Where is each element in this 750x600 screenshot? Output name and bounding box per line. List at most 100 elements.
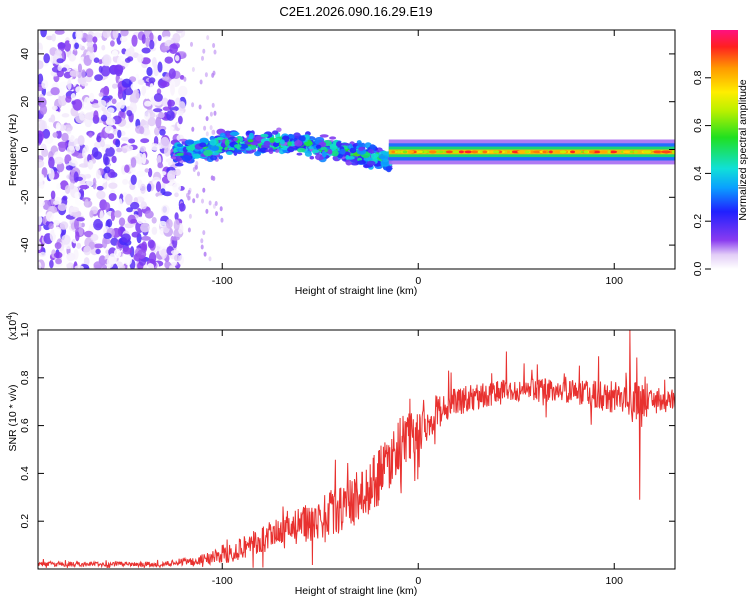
heatmap-noise-blob <box>171 236 180 241</box>
heatmap-noise-blob <box>104 125 114 134</box>
heatmap-signal-cell <box>226 151 233 156</box>
heatmap-noise-blob <box>54 251 63 259</box>
heatmap-carrier-peak <box>458 150 464 154</box>
heatmap-noise-blob <box>124 50 132 57</box>
heatmap-noise-blob <box>89 92 95 102</box>
heatmap-noise-blob <box>61 67 67 72</box>
heatmap-signal-cell <box>184 139 195 145</box>
heatmap-noise-blob <box>175 30 184 34</box>
heatmap-noise-blob <box>165 158 173 163</box>
heatmap-signal-cell <box>274 137 281 144</box>
heatmap-noise-blob <box>50 114 56 123</box>
heatmap-noise-blob <box>79 184 90 190</box>
heatmap-noise-blob <box>54 226 62 236</box>
heatmap-signal-cell <box>304 151 312 157</box>
heatmap-noise-blob <box>93 243 104 249</box>
heatmap-signal-cell <box>234 144 242 149</box>
heatmap-noise-blob <box>38 159 45 168</box>
colorbar-tick-label: 0.6 <box>692 118 704 133</box>
heatmap-noise-blob <box>168 68 176 80</box>
y-tick-label: -40 <box>19 237 31 252</box>
heatmap-noise-blob <box>162 62 171 73</box>
heatmap-noise-blob <box>56 162 65 173</box>
heatmap-carrier-peak <box>570 150 576 154</box>
heatmap-noise-blob <box>122 178 129 185</box>
heatmap-noise-blob <box>146 183 152 192</box>
heatmap-noise-blob <box>43 53 50 64</box>
heatmap-noise-blob <box>58 85 65 97</box>
heatmap-signal-cell <box>269 137 275 143</box>
heatmap-noise-blob <box>93 218 103 231</box>
heatmap-noise-blob <box>68 196 73 201</box>
heatmap-noise-blob <box>119 99 126 109</box>
heatmap-noise-blob <box>161 204 170 216</box>
heatmap-noise-blob <box>104 202 111 212</box>
heatmap-noise-blob <box>157 61 163 73</box>
heatmap-noise-blob <box>211 102 215 108</box>
heatmap-noise-blob <box>67 79 72 91</box>
heatmap-noise-blob <box>153 244 162 252</box>
heatmap-noise-blob <box>84 75 93 83</box>
heatmap-noise-blob <box>140 138 150 144</box>
heatmap-noise-blob <box>131 231 140 238</box>
y-tick-label: 1.0 <box>19 323 31 338</box>
heatmap-noise-blob <box>128 138 136 144</box>
heatmap-signal-cell <box>259 147 268 153</box>
heatmap-noise-blob <box>38 214 43 226</box>
heatmap-noise-blob <box>61 234 71 245</box>
heatmap-noise-blob <box>140 183 146 194</box>
snr-axes: -100 0 100 0.2 0.4 0.6 0.8 1.0 <box>19 323 675 587</box>
heatmap-noise-blob <box>219 206 223 212</box>
heatmap-noise-blob <box>40 30 47 38</box>
heatmap-carrier-peak <box>661 150 670 154</box>
heatmap-carrier-peak <box>672 150 675 154</box>
x-tick-label: 100 <box>605 275 623 287</box>
heatmap-signal-cell <box>250 142 258 146</box>
heatmap-noise-blob <box>120 35 128 43</box>
heatmap-carrier-peak <box>633 150 638 154</box>
heatmap-noise-blob <box>92 36 98 43</box>
heatmap-noise-blob <box>84 230 94 238</box>
heatmap-signal-cell <box>369 144 376 151</box>
heatmap-noise-blob <box>38 224 42 232</box>
heatmap-noise-blob <box>94 74 103 81</box>
heatmap-noise-blob <box>161 97 169 107</box>
heatmap-noise-blob <box>56 183 61 190</box>
heatmap-noise-blob <box>44 40 53 48</box>
heatmap-signal-cell <box>289 134 295 139</box>
snr-panel: -100 0 100 0.2 0.4 0.6 0.8 1.0 Height of straig… <box>5 312 676 597</box>
heatmap-noise-blob <box>170 250 180 255</box>
colorbar-gradient <box>711 30 738 269</box>
y-tick-label: 0.6 <box>19 418 31 433</box>
heatmap-signal-cell <box>276 127 282 133</box>
heatmap-noise-blob <box>169 105 179 112</box>
heatmap-noise-blob <box>102 236 108 249</box>
heatmap-noise-blob <box>123 88 133 96</box>
heatmap-carrier-peak <box>574 150 582 154</box>
heatmap-noise-blob <box>214 201 218 206</box>
heatmap-noise-blob <box>137 249 147 259</box>
heatmap-noise-blob <box>212 43 216 48</box>
heatmap-noise-blob <box>204 72 208 78</box>
heatmap-signal-cell <box>234 149 242 153</box>
heatmap-noise-blob <box>48 223 54 230</box>
heatmap-noise-blob <box>124 255 132 266</box>
heatmap-noise-blob <box>159 220 167 226</box>
heatmap-signal-cell <box>238 143 249 149</box>
snr-x-axis-label: Height of straight line (km) <box>295 585 418 597</box>
heatmap-noise-blob <box>99 210 104 222</box>
heatmap-carrier-peak <box>424 150 428 154</box>
heatmap-noise-blob <box>103 153 108 165</box>
heatmap-carrier-peak <box>488 150 495 154</box>
heatmap-signal-cell <box>315 144 322 149</box>
heatmap-noise-blob <box>122 247 132 255</box>
heatmap-noise-blob <box>178 115 183 125</box>
heatmap-noise-blob <box>161 45 170 51</box>
heatmap-noise-blob <box>209 111 213 117</box>
heatmap-noise-blob <box>118 198 123 211</box>
heatmap-signal-cell <box>329 136 337 140</box>
heatmap-noise-blob <box>58 143 66 152</box>
heatmap-noise-blob <box>78 163 89 168</box>
spectrogram-axes: -100 0 100 -40 -20 0 20 40 <box>19 30 675 287</box>
heatmap-noise-blob <box>63 124 73 132</box>
